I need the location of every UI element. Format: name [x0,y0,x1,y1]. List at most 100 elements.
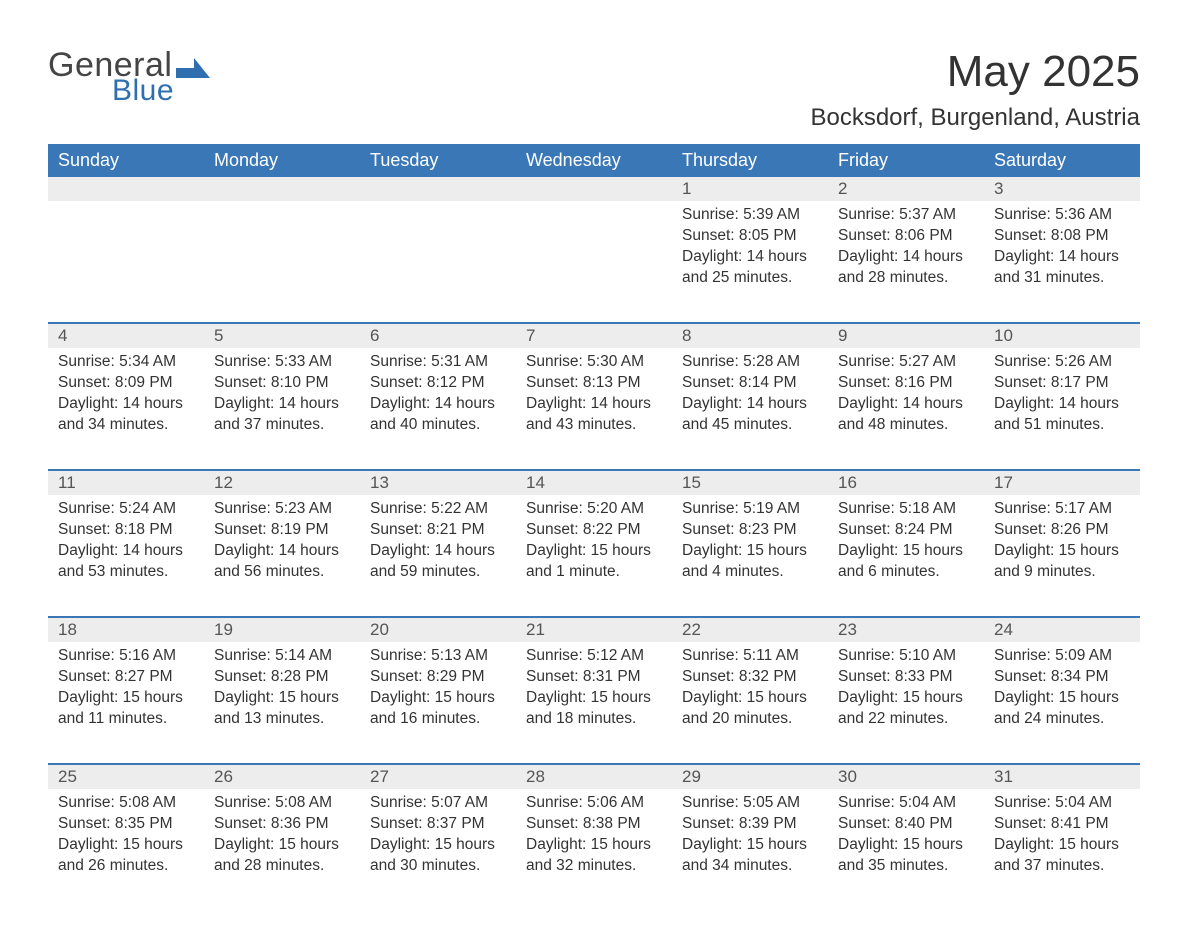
day-number: 4 [58,326,67,345]
sunset-line: Sunset: 8:36 PM [214,814,350,835]
month-title: May 2025 [810,48,1140,96]
day-cell [204,201,360,323]
day-number: 21 [526,620,545,639]
day-cell: Sunrise: 5:16 AMSunset: 8:27 PMDaylight:… [48,642,204,764]
day-number: 24 [994,620,1013,639]
sunset-line: Sunset: 8:17 PM [994,373,1130,394]
day-number-cell [48,177,204,201]
day-number-cell: 6 [360,323,516,348]
daylight-line: Daylight: 14 hours and 59 minutes. [370,541,506,583]
sunrise-line: Sunrise: 5:31 AM [370,352,506,373]
day-number-cell: 10 [984,323,1140,348]
sunset-line: Sunset: 8:33 PM [838,667,974,688]
sunset-line: Sunset: 8:14 PM [682,373,818,394]
weekday-friday: Friday [828,144,984,177]
day-number-cell: 24 [984,617,1140,642]
sunrise-line: Sunrise: 5:33 AM [214,352,350,373]
sunrise-line: Sunrise: 5:23 AM [214,499,350,520]
day-number: 13 [370,473,389,492]
sunrise-line: Sunrise: 5:36 AM [994,205,1130,226]
daylight-line: Daylight: 14 hours and 40 minutes. [370,394,506,436]
daylight-line: Daylight: 15 hours and 24 minutes. [994,688,1130,730]
day-cell [48,201,204,323]
day-number-cell: 29 [672,764,828,789]
sunrise-line: Sunrise: 5:08 AM [58,793,194,814]
sunset-line: Sunset: 8:16 PM [838,373,974,394]
day-number: 3 [994,179,1003,198]
sunrise-line: Sunrise: 5:19 AM [682,499,818,520]
sunset-line: Sunset: 8:05 PM [682,226,818,247]
day-cell: Sunrise: 5:28 AMSunset: 8:14 PMDaylight:… [672,348,828,470]
weekday-tuesday: Tuesday [360,144,516,177]
weekday-monday: Monday [204,144,360,177]
day-cell: Sunrise: 5:07 AMSunset: 8:37 PMDaylight:… [360,789,516,911]
daylight-line: Daylight: 14 hours and 56 minutes. [214,541,350,583]
day-cell: Sunrise: 5:09 AMSunset: 8:34 PMDaylight:… [984,642,1140,764]
sunrise-line: Sunrise: 5:37 AM [838,205,974,226]
day-cell: Sunrise: 5:33 AMSunset: 8:10 PMDaylight:… [204,348,360,470]
week-content-row: Sunrise: 5:16 AMSunset: 8:27 PMDaylight:… [48,642,1140,764]
day-number: 29 [682,767,701,786]
sunset-line: Sunset: 8:34 PM [994,667,1130,688]
day-cell: Sunrise: 5:17 AMSunset: 8:26 PMDaylight:… [984,495,1140,617]
day-cell: Sunrise: 5:23 AMSunset: 8:19 PMDaylight:… [204,495,360,617]
sunrise-line: Sunrise: 5:07 AM [370,793,506,814]
day-cell: Sunrise: 5:39 AMSunset: 8:05 PMDaylight:… [672,201,828,323]
day-number-cell: 31 [984,764,1140,789]
sunset-line: Sunset: 8:39 PM [682,814,818,835]
sunset-line: Sunset: 8:09 PM [58,373,194,394]
day-number: 6 [370,326,379,345]
day-cell: Sunrise: 5:27 AMSunset: 8:16 PMDaylight:… [828,348,984,470]
sunrise-line: Sunrise: 5:18 AM [838,499,974,520]
day-cell: Sunrise: 5:20 AMSunset: 8:22 PMDaylight:… [516,495,672,617]
day-number: 11 [58,473,76,492]
day-number: 10 [994,326,1013,345]
day-cell: Sunrise: 5:22 AMSunset: 8:21 PMDaylight:… [360,495,516,617]
weekday-thursday: Thursday [672,144,828,177]
day-number: 12 [214,473,233,492]
day-number-cell: 3 [984,177,1140,201]
daylight-line: Daylight: 15 hours and 34 minutes. [682,835,818,877]
sunrise-line: Sunrise: 5:14 AM [214,646,350,667]
sunrise-line: Sunrise: 5:16 AM [58,646,194,667]
day-cell: Sunrise: 5:08 AMSunset: 8:35 PMDaylight:… [48,789,204,911]
day-cell: Sunrise: 5:04 AMSunset: 8:40 PMDaylight:… [828,789,984,911]
day-cell: Sunrise: 5:37 AMSunset: 8:06 PMDaylight:… [828,201,984,323]
day-cell: Sunrise: 5:05 AMSunset: 8:39 PMDaylight:… [672,789,828,911]
sunset-line: Sunset: 8:41 PM [994,814,1130,835]
day-number: 30 [838,767,857,786]
daylight-line: Daylight: 15 hours and 20 minutes. [682,688,818,730]
day-cell: Sunrise: 5:34 AMSunset: 8:09 PMDaylight:… [48,348,204,470]
day-number: 17 [994,473,1013,492]
day-number-cell: 5 [204,323,360,348]
sunset-line: Sunset: 8:28 PM [214,667,350,688]
sunset-line: Sunset: 8:31 PM [526,667,662,688]
day-number-cell: 9 [828,323,984,348]
sunrise-line: Sunrise: 5:09 AM [994,646,1130,667]
day-number-cell: 21 [516,617,672,642]
sunrise-line: Sunrise: 5:27 AM [838,352,974,373]
day-number-cell [516,177,672,201]
weekday-header-row: Sunday Monday Tuesday Wednesday Thursday… [48,144,1140,177]
logo-mark-icon [176,56,210,82]
day-cell [516,201,672,323]
day-number-cell: 27 [360,764,516,789]
daylight-line: Daylight: 14 hours and 48 minutes. [838,394,974,436]
daylight-line: Daylight: 15 hours and 11 minutes. [58,688,194,730]
sunrise-line: Sunrise: 5:12 AM [526,646,662,667]
day-cell: Sunrise: 5:12 AMSunset: 8:31 PMDaylight:… [516,642,672,764]
day-number-cell: 30 [828,764,984,789]
logo-text-blue: Blue [112,76,174,106]
day-number-cell: 8 [672,323,828,348]
day-number: 14 [526,473,545,492]
daylight-line: Daylight: 15 hours and 9 minutes. [994,541,1130,583]
sunset-line: Sunset: 8:40 PM [838,814,974,835]
day-cell: Sunrise: 5:36 AMSunset: 8:08 PMDaylight:… [984,201,1140,323]
week-daynum-row: 123 [48,177,1140,201]
day-number: 26 [214,767,233,786]
day-number-cell: 7 [516,323,672,348]
sunrise-line: Sunrise: 5:11 AM [682,646,818,667]
week-daynum-row: 25262728293031 [48,764,1140,789]
weekday-saturday: Saturday [984,144,1140,177]
day-number-cell: 11 [48,470,204,495]
